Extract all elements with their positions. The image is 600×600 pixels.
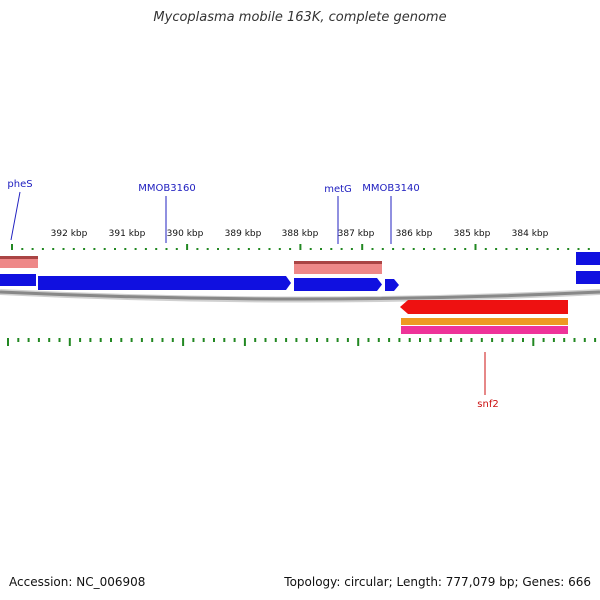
kbp-label: 384 kbp (512, 229, 549, 239)
kbp-label: 388 kbp (282, 229, 319, 239)
gene-label: snf2 (477, 399, 498, 410)
rna-feature-edge (294, 261, 382, 264)
forward-gene-arrow (576, 271, 600, 284)
gene-label: metG (324, 184, 352, 195)
reverse-gene-arrow (400, 300, 568, 314)
orange-feature (401, 318, 568, 325)
rna-feature (294, 261, 382, 274)
forward-gene-arrow (385, 279, 399, 291)
magenta-feature (401, 326, 568, 334)
rna-feature-edge (0, 256, 38, 259)
map-title: Mycoplasma mobile 163K, complete genome (153, 10, 447, 25)
forward-gene-arrow (0, 274, 36, 286)
kbp-label: 390 kbp (167, 229, 204, 239)
kbp-label: 385 kbp (454, 229, 491, 239)
accession-text: Accession: NC_006908 (9, 575, 146, 589)
kbp-label: 391 kbp (109, 229, 146, 239)
kbp-label: 386 kbp (396, 229, 433, 239)
kbp-label: 387 kbp (338, 229, 375, 239)
forward-gene-arrow (576, 252, 600, 265)
gene-leader-line (10, 191, 21, 241)
kbp-label: 389 kbp (225, 229, 262, 239)
topology-summary: Topology: circular; Length: 777,079 bp; … (284, 575, 591, 589)
gene-label: MMOB3140 (362, 183, 419, 194)
gene-label: pheS (7, 179, 32, 190)
forward-gene-arrow (38, 276, 291, 290)
forward-gene-arrow (294, 278, 382, 291)
kbp-label: 392 kbp (51, 229, 88, 239)
gene-label: MMOB3160 (138, 183, 195, 194)
backbone-line (0, 290, 600, 301)
